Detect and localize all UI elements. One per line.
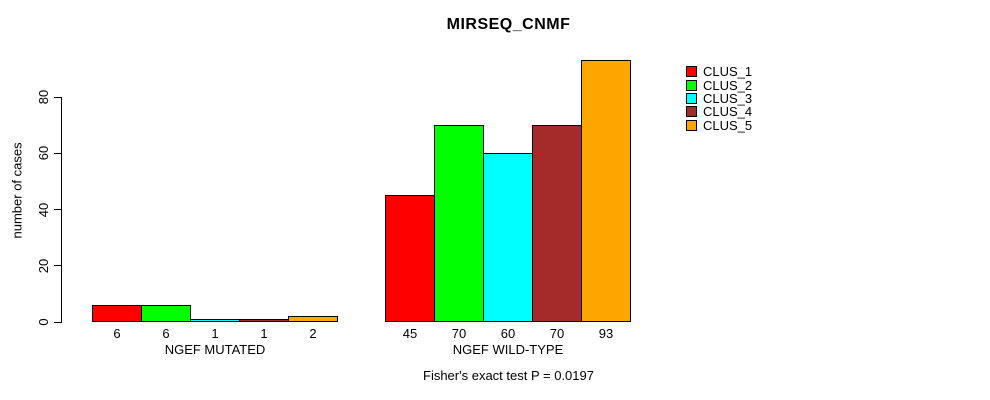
y-tick-label: 40	[36, 202, 51, 217]
y-axis-label: number of cases	[9, 142, 25, 239]
chart-title: MIRSEQ_CNMF	[446, 16, 571, 33]
y-tick-mark	[54, 152, 61, 154]
bar-value-label: 70	[451, 326, 467, 341]
bar-value-label: 45	[402, 326, 418, 341]
y-tick-mark	[54, 96, 61, 98]
bar-clus_1-group1	[92, 305, 142, 322]
legend-swatch-icon	[686, 119, 697, 131]
y-tick-mark	[54, 321, 61, 323]
legend-swatch-icon	[686, 92, 697, 104]
bar-value-label: 1	[260, 326, 268, 341]
legend-item-clus_3: CLUS_3	[686, 92, 752, 105]
bar-clus_1-group2	[385, 195, 435, 322]
bar-clus_2-group1	[141, 305, 191, 322]
y-tick-label: 60	[36, 146, 51, 161]
y-tick-label: 0	[36, 318, 51, 326]
bar-clus_3-group2	[483, 153, 533, 322]
legend: CLUS_1 CLUS_2 CLUS_3 CLUS_4 CLUS_5	[686, 65, 752, 132]
y-tick-label: 80	[36, 89, 51, 105]
y-tick-mark	[54, 209, 61, 210]
legend-label: CLUS_2	[703, 77, 753, 93]
bar-clus_4-group2	[532, 125, 582, 322]
legend-item-clus_4: CLUS_4	[686, 105, 752, 118]
legend-swatch-icon	[686, 66, 697, 78]
legend-label: CLUS_4	[703, 104, 753, 120]
legend-label: CLUS_5	[703, 117, 753, 133]
legend-item-clus_1: CLUS_1	[686, 65, 752, 78]
x-group-label-wildtype: NGEF WILD-TYPE	[452, 342, 564, 357]
bar-clus_4-group1	[239, 319, 289, 322]
bar-value-label: 93	[598, 326, 614, 341]
bar-value-label: 1	[211, 326, 219, 341]
legend-item-clus_5: CLUS_5	[686, 119, 752, 132]
bar-value-label: 6	[162, 326, 170, 341]
bar-clus_5-group2	[581, 60, 631, 322]
caption: Fisher's exact test P = 0.0197	[423, 368, 594, 383]
legend-label: CLUS_3	[703, 90, 753, 106]
x-group-label-mutated: NGEF MUTATED	[164, 342, 266, 357]
bar-clus_2-group2	[434, 125, 484, 322]
legend-swatch-icon	[686, 79, 697, 91]
bar-clus_3-group1	[190, 319, 240, 322]
y-tick-mark	[54, 265, 61, 267]
legend-item-clus_2: CLUS_2	[686, 77, 753, 93]
bar-value-label: 70	[549, 326, 565, 341]
bar-clus_5-group1	[288, 316, 338, 322]
y-tick-label: 20	[36, 258, 51, 273]
bar-value-label: 2	[309, 326, 317, 341]
bar-value-label: 60	[500, 326, 516, 341]
legend-label: CLUS_1	[703, 64, 753, 80]
y-axis-line	[61, 97, 62, 323]
bar-value-label: 6	[113, 326, 121, 341]
legend-swatch-icon	[686, 106, 697, 118]
